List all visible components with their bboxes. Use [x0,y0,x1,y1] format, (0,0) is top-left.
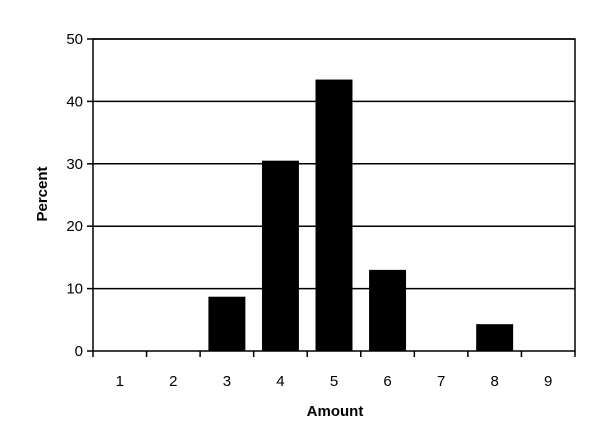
x-tick-label: 1 [116,373,124,390]
bar-5 [315,79,353,351]
x-tick-label: 7 [437,373,445,390]
y-tick-label: 30 [66,156,83,173]
x-axis-title: Amount [307,403,364,420]
x-tick-label: 4 [276,373,284,390]
axes [87,38,576,357]
x-tick-label: 8 [490,373,498,390]
y-tick-label: 40 [66,93,83,110]
x-tick-labels: 1 2 3 4 5 6 7 8 9 [116,373,553,390]
x-tick-label: 5 [330,373,338,390]
bar-3 [208,296,246,351]
x-tick-label: 9 [544,373,552,390]
bar-6 [369,269,407,351]
bar-4 [261,160,299,351]
y-axis-title: Percent [34,166,51,221]
y-tick-label: 50 [66,31,83,48]
x-tick-label: 6 [383,373,391,390]
y-tick-label: 10 [66,281,83,298]
x-tick-label: 3 [223,373,231,390]
y-tick-labels: 0 10 20 30 40 50 [66,31,83,360]
y-tick-label: 20 [66,218,83,235]
bar-8 [476,324,514,351]
plot-frame [92,38,576,352]
y-tick-label: 0 [75,343,83,360]
x-tick-label: 2 [169,373,177,390]
bars [208,79,514,351]
